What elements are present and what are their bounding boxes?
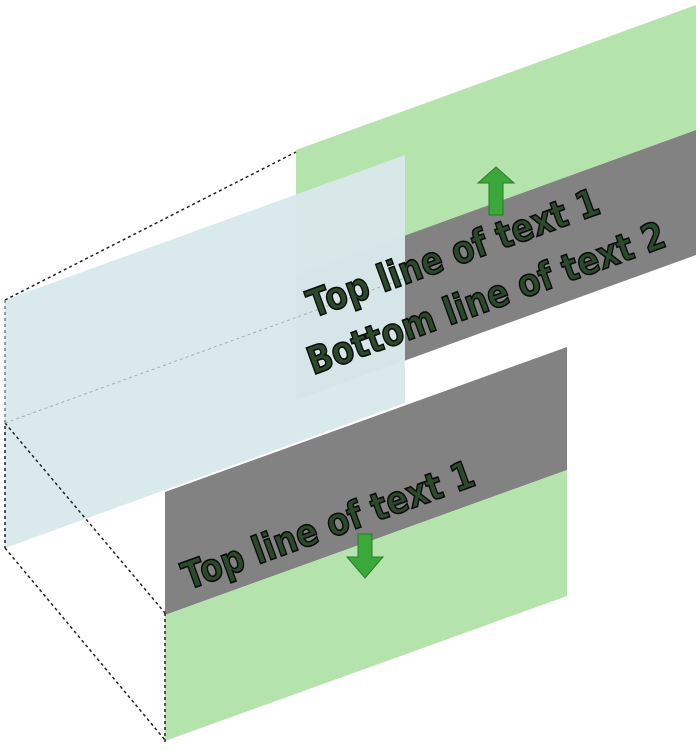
guide-mid-diagonal [4, 422, 166, 614]
inner-guides [4, 277, 406, 424]
arrow-down-icon [345, 533, 385, 579]
lower-green-panel [165, 470, 567, 741]
arrow-up-icon [476, 166, 516, 216]
perspective-guides [4, 151, 297, 742]
guide-bottom-diagonal [4, 547, 166, 741]
inner-guide-horizontal [4, 277, 406, 424]
translucent-plane [5, 155, 405, 548]
lower-gray-band [165, 347, 567, 615]
guide-top-left [4, 151, 297, 301]
